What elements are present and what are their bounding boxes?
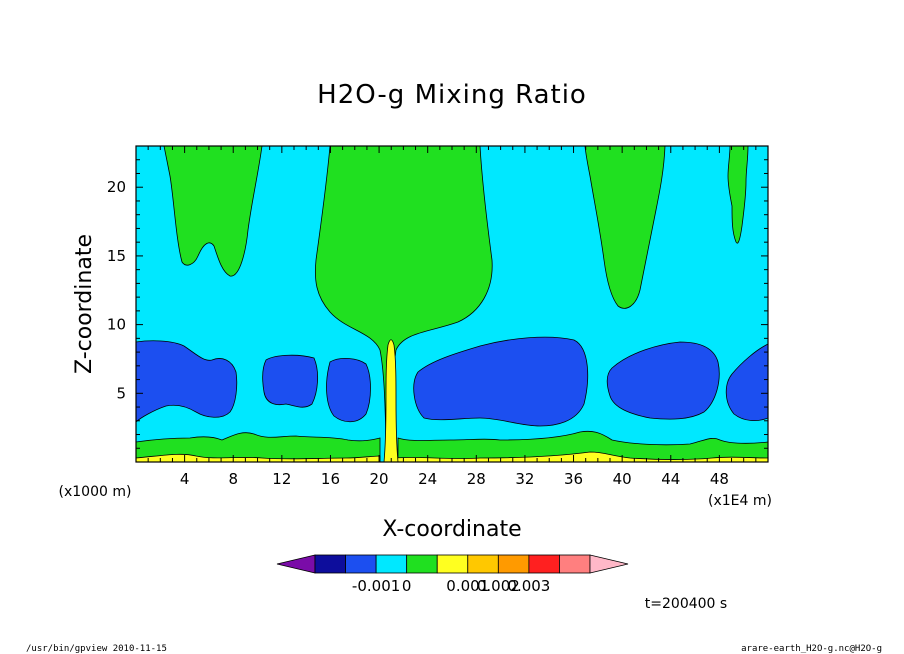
x-tick-label: 28: [467, 470, 486, 488]
x-axis-ticks: 4 8 12 16 20 24 28 32 36 40 44 48: [147, 146, 757, 488]
y-tick-label: 20: [107, 178, 126, 196]
x-axis-title: X-coordinate: [382, 517, 521, 542]
contour-cell-4: [413, 336, 589, 427]
y-tick-label: 5: [116, 384, 126, 402]
x-tick-label: 48: [710, 470, 729, 488]
colorbar-cell: [314, 554, 346, 574]
x-unit-left: (x1000 m): [59, 484, 132, 500]
contour-center-spike: [383, 339, 399, 462]
colorbar-cell-under: [276, 554, 316, 574]
x-tick-label: 44: [661, 470, 680, 488]
x-tick-label: 20: [370, 470, 389, 488]
colorbar-cell: [345, 554, 377, 574]
y-axis-ticks: 5 10 15 20: [107, 159, 768, 449]
colorbar-cell: [406, 554, 438, 574]
x-tick-label: 36: [564, 470, 583, 488]
y-tick-label: 10: [107, 316, 126, 334]
chart-title: H2O-g Mixing Ratio: [317, 80, 587, 110]
x-tick-label: 32: [515, 470, 534, 488]
contour-cell-1: [136, 340, 238, 423]
footer-right: arare-earth_H2O-g.nc@H2O-g: [741, 644, 882, 654]
colorbar-cell: [528, 554, 560, 574]
x-tick-label: 16: [321, 470, 340, 488]
x-tick-label: 40: [613, 470, 632, 488]
colorbar-cell-over: [589, 554, 629, 574]
colorbar-tick-label: 0.001: [446, 577, 489, 595]
y-axis-title: Z-coordinate: [72, 234, 97, 374]
y-tick-label: 15: [107, 247, 126, 265]
colorbar-cell: [559, 554, 591, 574]
contour-plume-left: [163, 146, 263, 277]
colorbar-tick-label: 0: [402, 577, 412, 595]
colorbar-tick-label: 0.002: [477, 577, 520, 595]
contour-plume-right: [584, 146, 666, 309]
x-scale-note: (x1E4 m): [708, 493, 772, 509]
x-tick-label: 24: [418, 470, 437, 488]
contour-cell-6: [725, 343, 768, 422]
contour-field: [136, 146, 768, 462]
colorbar-cell: [497, 554, 530, 574]
contour-cell-5: [606, 341, 720, 420]
colorbar-tick-label: 0.003: [507, 577, 550, 595]
x-tick-label: 4: [180, 470, 190, 488]
x-tick-label: 8: [228, 470, 238, 488]
colorbar-tick-label: -0.001: [352, 577, 400, 595]
contour-cell-3: [326, 358, 371, 423]
contour-plume-far-right: [727, 146, 749, 244]
colorbar: [276, 554, 629, 574]
colorbar-cell: [375, 554, 408, 574]
time-label: t=200400 s: [645, 596, 727, 612]
x-tick-label: 12: [272, 470, 291, 488]
colorbar-cell: [436, 554, 469, 574]
footer-left: /usr/bin/gpview 2010-11-15: [26, 644, 167, 654]
colorbar-cell: [467, 554, 499, 574]
contour-cell-2: [262, 354, 318, 408]
